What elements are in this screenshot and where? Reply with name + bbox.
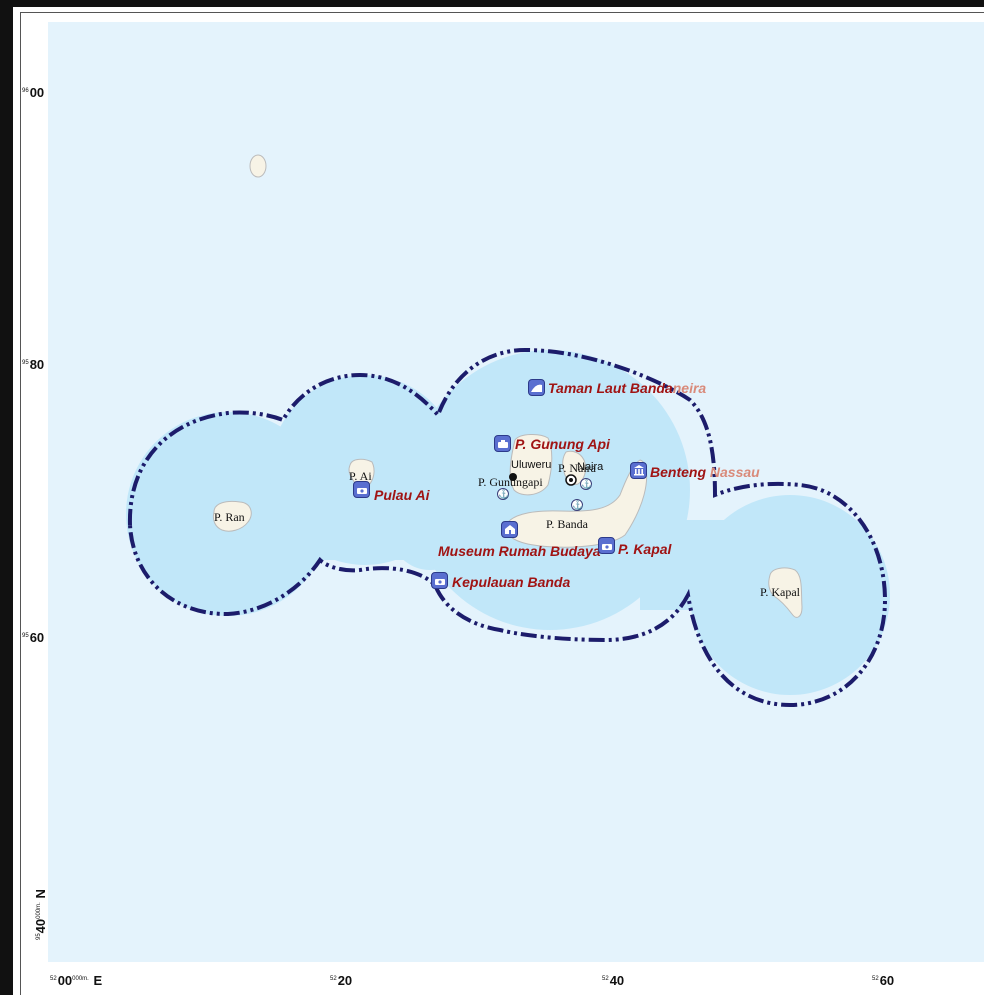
islands-layer bbox=[212, 154, 803, 618]
island-top-islet bbox=[249, 154, 267, 178]
island-icon[interactable] bbox=[598, 537, 615, 554]
neatline bbox=[20, 12, 984, 995]
poi-label-taman-laut[interactable]: Taman Laut Bandaneira bbox=[548, 380, 707, 396]
anchor-icon: ⚓ bbox=[571, 499, 584, 511]
fort-icon[interactable] bbox=[630, 462, 647, 479]
place-label-uluweru: Uluweru bbox=[511, 459, 552, 471]
anchor-icon: ⚓ bbox=[497, 488, 510, 500]
anchor-icon: ⚓ bbox=[580, 478, 593, 490]
poi-label-p-gunung-api[interactable]: P. Gunung Api bbox=[515, 436, 610, 452]
poi-label-p-kapal[interactable]: P. Kapal bbox=[618, 541, 672, 557]
grid-label-y-80: 9580 bbox=[22, 357, 45, 372]
island-label-p-ai: P. Ai bbox=[349, 469, 372, 483]
buffer-boundary-line bbox=[127, 347, 888, 708]
volcano-icon[interactable] bbox=[494, 435, 511, 452]
island-label-p-ran: P. Ran bbox=[214, 510, 245, 524]
grid-label-x-40: 5240 bbox=[602, 973, 625, 988]
museum-icon[interactable] bbox=[501, 521, 518, 538]
grid-label-y-60: 9560 bbox=[22, 630, 45, 645]
poi-label-benteng-nassau[interactable]: Benteng Nassau bbox=[650, 464, 760, 480]
island-p-ran bbox=[212, 500, 252, 532]
poi-label-pulau-ai[interactable]: Pulau Ai bbox=[374, 487, 430, 503]
grid-label-x-20: 5220 bbox=[330, 973, 353, 988]
beach-icon[interactable] bbox=[528, 379, 545, 396]
island-icon[interactable] bbox=[431, 572, 448, 589]
naira-marker-dot bbox=[569, 478, 573, 482]
grid-label-x-00: 5200000m. E bbox=[50, 973, 103, 988]
grid-label-x-60: 5260 bbox=[872, 973, 895, 988]
grid-label-y-00: 9600 bbox=[22, 85, 45, 100]
island-label-p-gunungapi: P. Gunungapi bbox=[478, 475, 543, 489]
uluweru-marker bbox=[509, 473, 517, 481]
island-p-kapal bbox=[768, 567, 803, 618]
island-label-p-banda: P. Banda bbox=[546, 517, 588, 531]
island-label-p-kapal: P. Kapal bbox=[760, 585, 800, 599]
island-label-p-naira: P. Naira bbox=[558, 461, 596, 475]
grid-label-y-40: 9540000m. N bbox=[33, 889, 48, 940]
island-icon[interactable] bbox=[353, 481, 370, 498]
poi-label-museum-rumah-budaya[interactable]: Museum Rumah Budaya bbox=[438, 543, 601, 559]
place-label-naira: Naira bbox=[577, 461, 604, 473]
poi-label-kepulauan-banda[interactable]: Kepulauan Banda bbox=[452, 574, 571, 590]
